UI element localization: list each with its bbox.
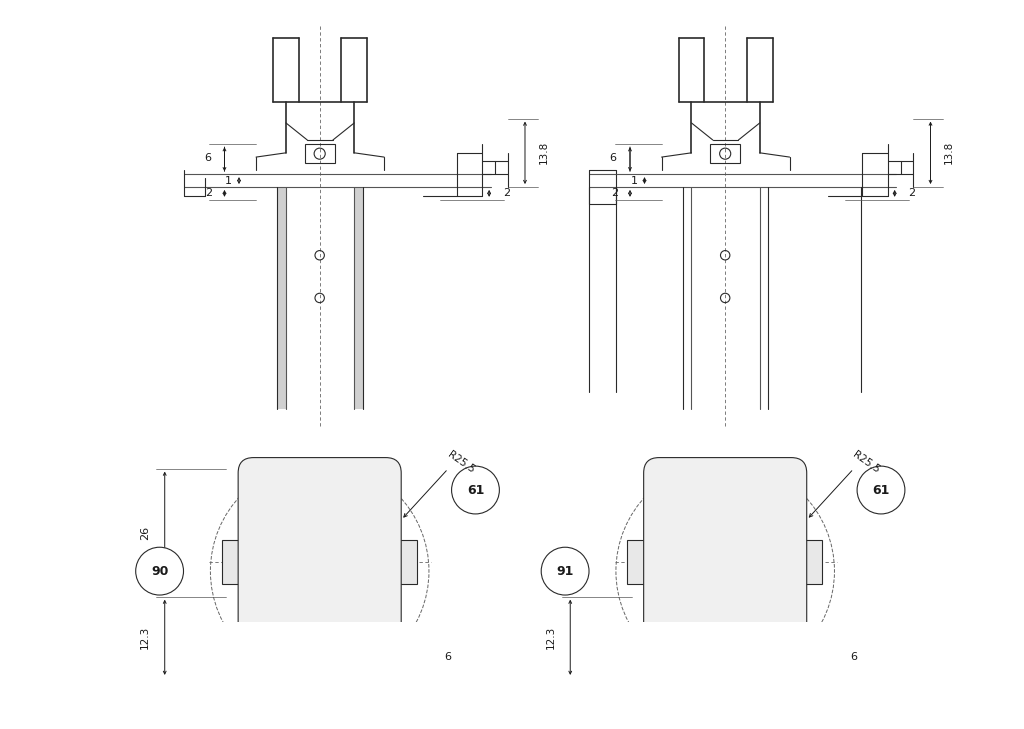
- Circle shape: [720, 557, 730, 567]
- Text: 26: 26: [140, 526, 151, 539]
- Circle shape: [685, 634, 697, 645]
- Text: 2: 2: [503, 188, 510, 198]
- Bar: [790, 539, 822, 584]
- Bar: [628, 539, 659, 584]
- Circle shape: [280, 471, 292, 483]
- Bar: [384, 539, 417, 584]
- Bar: [683, 652, 707, 695]
- Circle shape: [542, 547, 589, 595]
- Text: R25.5: R25.5: [851, 449, 882, 475]
- Text: 13.8: 13.8: [944, 141, 954, 165]
- Text: 6: 6: [609, 153, 616, 163]
- Circle shape: [752, 634, 763, 645]
- Bar: [670, 544, 781, 580]
- Bar: [222, 539, 254, 584]
- Text: 2: 2: [611, 188, 618, 198]
- Circle shape: [752, 471, 763, 483]
- Text: 6: 6: [850, 652, 857, 661]
- Text: R25.5: R25.5: [445, 449, 476, 475]
- Text: 90: 90: [151, 565, 168, 577]
- Text: 2: 2: [206, 188, 213, 198]
- Bar: [337, 652, 361, 695]
- Text: 2: 2: [908, 188, 915, 198]
- FancyBboxPatch shape: [239, 458, 401, 685]
- Bar: [679, 627, 772, 652]
- Text: 6: 6: [204, 153, 211, 163]
- Bar: [278, 652, 301, 695]
- Bar: [264, 544, 376, 580]
- Polygon shape: [354, 187, 362, 409]
- Bar: [742, 652, 767, 695]
- Circle shape: [314, 557, 325, 567]
- Text: 1: 1: [631, 176, 638, 186]
- Text: 12.3: 12.3: [140, 625, 151, 649]
- Bar: [273, 627, 367, 652]
- Polygon shape: [278, 187, 286, 409]
- Text: 61: 61: [467, 483, 484, 496]
- Circle shape: [452, 466, 500, 514]
- Circle shape: [346, 634, 357, 645]
- FancyBboxPatch shape: [644, 458, 807, 685]
- Circle shape: [857, 466, 905, 514]
- Text: 1: 1: [225, 176, 232, 186]
- Circle shape: [280, 634, 292, 645]
- Text: 91: 91: [556, 565, 573, 577]
- Text: 12.3: 12.3: [546, 625, 556, 649]
- Bar: [273, 464, 367, 490]
- Bar: [305, 144, 335, 163]
- Circle shape: [346, 471, 357, 483]
- Circle shape: [249, 553, 269, 573]
- Circle shape: [136, 547, 183, 595]
- Text: 13.8: 13.8: [539, 141, 549, 165]
- Bar: [679, 464, 772, 490]
- Circle shape: [685, 471, 697, 483]
- Circle shape: [654, 553, 675, 573]
- Bar: [711, 144, 740, 163]
- Text: 6: 6: [444, 652, 452, 661]
- Text: 61: 61: [872, 483, 890, 496]
